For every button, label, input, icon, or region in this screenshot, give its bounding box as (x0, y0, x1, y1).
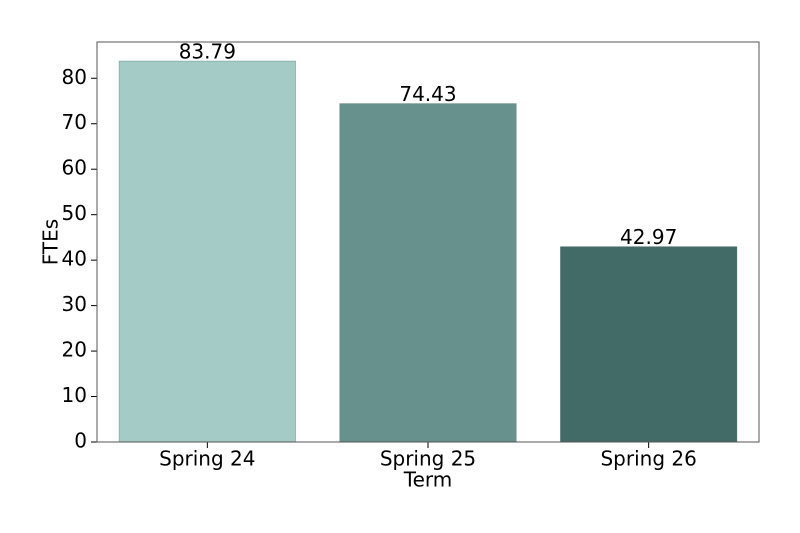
value-label: 42.97 (620, 225, 677, 249)
value-label: 74.43 (399, 82, 456, 106)
x-axis-label: Term (403, 468, 452, 492)
y-tick-label: 70 (62, 110, 87, 134)
x-tick-label: Spring 26 (600, 447, 696, 471)
bar (560, 246, 738, 443)
y-tick-label: 0 (74, 429, 87, 453)
y-tick-label: 30 (62, 292, 87, 316)
y-tick-label: 40 (62, 247, 87, 271)
y-tick-label: 50 (62, 201, 87, 225)
y-axis-label: FTEs (39, 219, 63, 265)
plot-frame (96, 41, 760, 443)
x-tick-label: Spring 25 (380, 447, 476, 471)
bar (118, 60, 296, 443)
y-tick-label: 10 (62, 383, 87, 407)
y-tick-label: 60 (62, 156, 87, 180)
y-tick-label: 80 (62, 65, 87, 89)
value-label: 83.79 (179, 40, 236, 64)
x-tick-label: Spring 24 (159, 447, 255, 471)
bar (339, 103, 517, 443)
y-tick-label: 20 (62, 338, 87, 362)
